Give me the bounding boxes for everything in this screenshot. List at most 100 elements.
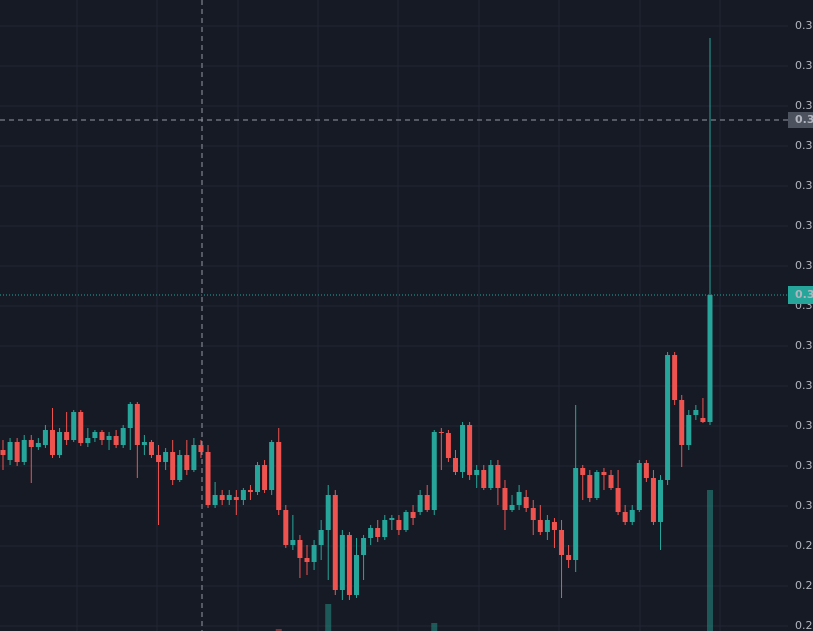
candle-body (530, 508, 536, 520)
candle-body (233, 497, 239, 500)
candle-body (488, 465, 494, 488)
candle-body (551, 522, 557, 530)
candle-body (120, 428, 126, 445)
candle-body (707, 295, 713, 422)
candle-body (481, 470, 487, 488)
candle-body (693, 410, 699, 415)
candle-body (240, 490, 246, 500)
candle-body (382, 520, 388, 537)
candle-body (304, 558, 310, 562)
candle-body (622, 512, 628, 522)
candle-body (276, 442, 282, 510)
candle-body (396, 520, 402, 530)
y-tick-label: 0.3 (795, 339, 813, 352)
candle-body (445, 433, 451, 458)
candle-body (14, 442, 20, 462)
candle-body (262, 465, 268, 490)
candle-body (559, 530, 565, 555)
candle-body (573, 468, 579, 560)
candle-body (177, 455, 183, 480)
last-price-box (788, 286, 813, 304)
candle-body (467, 425, 473, 475)
y-tick-label: 0.3 (795, 19, 813, 32)
volume-bar (431, 623, 438, 631)
candle-body (283, 510, 289, 545)
candle-body (198, 445, 204, 452)
candle-body (495, 465, 501, 488)
candle-body (57, 432, 63, 455)
y-tick-label: 0.3 (795, 379, 813, 392)
candle-body (7, 442, 13, 460)
candle-body (325, 495, 331, 530)
candle-body (601, 472, 607, 475)
candle-body (587, 475, 593, 498)
candle-body (49, 430, 55, 455)
volume-bar (275, 629, 282, 631)
candle-body (42, 430, 48, 445)
candle-body (368, 528, 374, 538)
candle-body (156, 455, 162, 462)
candle-body (255, 465, 261, 492)
candle-body (672, 355, 678, 400)
candle-body (28, 440, 34, 447)
candle-body (686, 415, 692, 445)
candle-body (106, 436, 112, 440)
candle-body (594, 472, 600, 498)
crosshair-label: 0.3 (795, 113, 813, 126)
candle-body (85, 438, 91, 443)
y-tick-label: 0.2 (795, 579, 813, 592)
candle-body (354, 555, 359, 595)
candle-body (226, 495, 232, 500)
y-tick-label: 0.2 (795, 619, 813, 631)
y-tick-label: 0.3 (795, 259, 813, 272)
candle-body (460, 425, 466, 472)
candle-body (269, 442, 275, 490)
candle-body (615, 488, 621, 512)
candle-body (134, 404, 140, 445)
candle-body (375, 528, 381, 537)
candle-body (361, 538, 367, 555)
candle-body (21, 440, 27, 462)
candle-body (424, 495, 430, 510)
candle-body (389, 518, 395, 520)
candle-body (580, 468, 586, 475)
candle-body (205, 452, 211, 505)
candle-body (339, 535, 345, 590)
candle-body (636, 463, 642, 510)
candle-body (148, 442, 154, 455)
y-tick-label: 0.3 (795, 99, 813, 112)
y-tick-label: 0.2 (795, 539, 813, 552)
candle-body (643, 463, 649, 478)
candle-body (700, 418, 706, 422)
candle-body (191, 445, 197, 470)
candle-body (163, 452, 169, 462)
volume-bar (325, 604, 332, 631)
candle-body (629, 510, 635, 522)
candle-body (141, 442, 147, 445)
candle-body (474, 470, 480, 475)
candle-body (566, 555, 572, 560)
candle-body (127, 404, 133, 428)
candle-body (78, 412, 84, 443)
candle-body (332, 495, 338, 590)
candle-body (99, 432, 105, 440)
y-tick-label: 0.3 (795, 499, 813, 512)
y-tick-label: 0.3 (795, 139, 813, 152)
candle-body (0, 450, 6, 455)
candle-body (410, 512, 416, 518)
candle-body (184, 455, 190, 470)
candle-body (658, 480, 664, 522)
candle-body (311, 545, 317, 562)
candle-body (608, 475, 614, 488)
candle-body (346, 535, 352, 595)
candle-body (679, 400, 685, 445)
candle-body (297, 540, 303, 558)
candle-body (452, 458, 458, 472)
candle-body (219, 495, 225, 500)
candle-body (438, 432, 444, 433)
candle-body (64, 432, 70, 440)
candle-body (417, 495, 423, 512)
candle-body (403, 512, 409, 530)
